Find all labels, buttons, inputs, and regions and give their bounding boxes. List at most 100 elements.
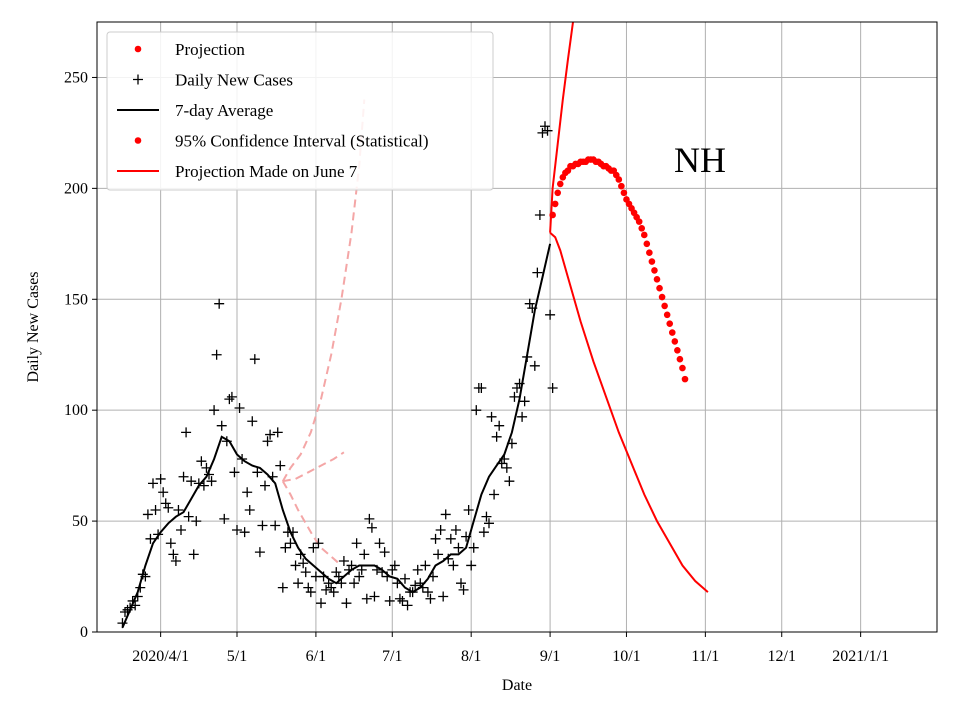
daily-case-point [448, 560, 459, 571]
daily-case-point [514, 378, 525, 389]
legend-label: Projection [175, 40, 245, 59]
x-tick-label: 7/1 [382, 648, 402, 665]
daily-case-point [229, 467, 240, 478]
daily-case-point [142, 509, 153, 520]
daily-case-point [318, 571, 329, 582]
daily-case-point [410, 580, 421, 591]
x-tick-label: 2021/1/1 [832, 648, 889, 665]
daily-case-point [272, 427, 283, 438]
daily-case-point [127, 595, 138, 606]
daily-case-point [181, 427, 192, 438]
daily-case-point [290, 560, 301, 571]
projection-point [668, 329, 676, 336]
daily-case-point [504, 476, 515, 487]
daily-case-point [338, 556, 349, 567]
daily-case-point [150, 505, 161, 515]
daily-case-point [435, 524, 446, 535]
daily-case-point [359, 549, 370, 560]
daily-case-point [519, 396, 530, 407]
projection-point [671, 338, 679, 345]
projection-point [638, 224, 646, 232]
projection-point [648, 258, 656, 265]
daily-case-point [265, 429, 276, 440]
projection-point [658, 293, 666, 301]
projection-point [551, 200, 559, 208]
projection-point [615, 176, 623, 183]
daily-case-point [155, 473, 166, 484]
daily-case-point [486, 411, 497, 422]
daily-case-point [522, 351, 533, 362]
daily-case-point [394, 593, 405, 604]
daily-case-point [422, 587, 433, 598]
projection-point [556, 180, 564, 188]
projection-point [666, 320, 674, 327]
x-tick-label: 11/1 [691, 648, 719, 665]
x-tick-label: 10/1 [612, 648, 640, 665]
confidence-interval-lines [549, 21, 709, 593]
daily-case-point [458, 584, 469, 595]
daily-case-point [471, 405, 482, 416]
daily-case-point [433, 549, 444, 560]
daily-case-point [226, 391, 237, 402]
daily-case-point [517, 411, 528, 422]
daily-case-point [148, 478, 158, 489]
daily-case-point [402, 600, 413, 611]
daily-case-point [262, 436, 273, 447]
daily-case-point [206, 476, 217, 487]
daily-case-point [415, 578, 426, 589]
daily-case-point [532, 267, 543, 278]
daily-case-point [247, 416, 258, 427]
daily-case-point [374, 538, 385, 549]
daily-case-point [445, 533, 456, 544]
daily-case-point [288, 527, 298, 538]
daily-case-point [326, 582, 337, 593]
projection-point [663, 311, 671, 319]
daily-case-point [397, 595, 408, 606]
daily-case-point [379, 547, 390, 558]
confidence-interval-line [549, 231, 709, 593]
daily-case-point [173, 505, 184, 515]
daily-case-point [377, 567, 388, 578]
legend-box [106, 31, 494, 191]
daily-case-point [481, 511, 492, 522]
y-tick-label: 150 [64, 291, 88, 308]
projection-markers [549, 156, 689, 383]
daily-case-point [234, 402, 245, 413]
daily-case-point [542, 125, 553, 136]
daily-case-point [438, 591, 449, 602]
daily-case-point [145, 533, 156, 544]
x-tick-label: 2020/4/1 [132, 648, 189, 665]
daily-case-point [224, 394, 235, 405]
daily-case-point [476, 383, 487, 393]
daily-case-point [163, 502, 174, 513]
daily-case-point [216, 420, 227, 431]
y-tick-label: 100 [64, 402, 88, 419]
daily-case-point [122, 604, 133, 615]
projection-point [646, 249, 653, 256]
x-tick-label: 8/1 [461, 648, 481, 665]
daily-case-point [456, 578, 466, 589]
daily-case-point [529, 360, 540, 371]
daily-case-point [392, 578, 403, 589]
daily-case-point [346, 560, 357, 571]
daily-case-point [331, 567, 342, 578]
daily-case-point [512, 383, 522, 393]
daily-case-point [232, 524, 242, 535]
daily-case-point [153, 529, 164, 540]
daily-case-point [295, 549, 306, 560]
daily-case-point [509, 391, 520, 402]
daily-case-point [239, 527, 250, 538]
daily-case-point [420, 560, 431, 571]
daily-case-point [506, 438, 517, 449]
daily-case-point [489, 489, 500, 500]
daily-case-point [478, 527, 489, 538]
daily-case-point [524, 298, 535, 309]
daily-case-point [354, 571, 365, 582]
y-tick-label: 200 [64, 180, 88, 197]
daily-case-point [313, 538, 324, 549]
daily-case-point [537, 127, 548, 138]
projection-point [640, 231, 648, 239]
daily-case-point [244, 505, 255, 515]
projection-point [651, 267, 658, 274]
daily-case-point [341, 598, 352, 609]
